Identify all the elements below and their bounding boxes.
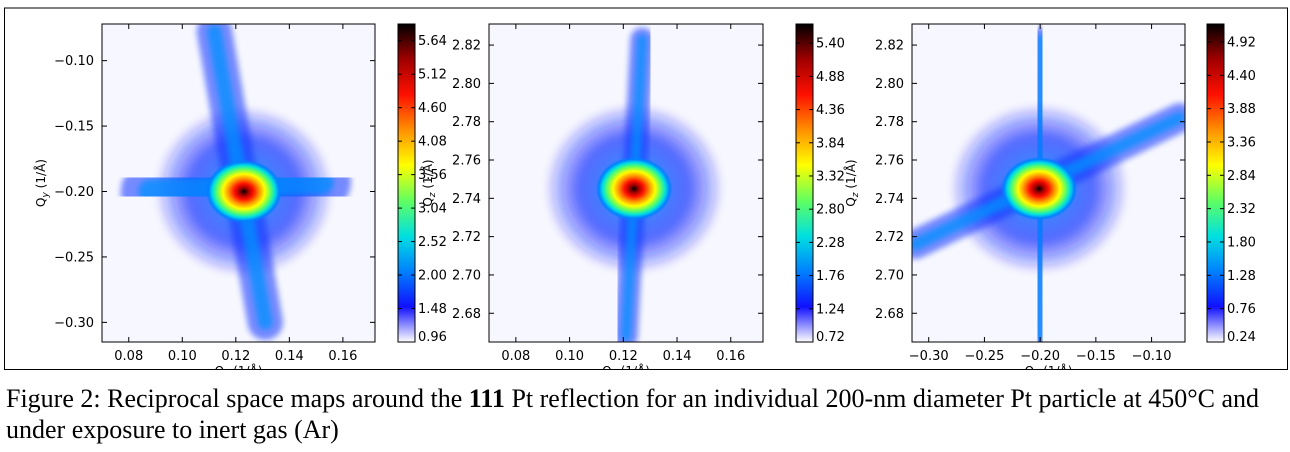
colorbar-tick-label: 5.40 xyxy=(816,37,845,52)
colorbar-tick-label: 3.56 xyxy=(418,168,447,183)
colorbar-tick-label: 4.36 xyxy=(816,103,845,118)
colorbar-tick-label: 0.24 xyxy=(1227,330,1256,345)
intensity-peak xyxy=(1000,156,1078,221)
colorbar-tick-label: 4.92 xyxy=(1227,35,1256,50)
x-tick-label: −0.10 xyxy=(1132,349,1172,364)
y-axis-label: Qz (1/Å) xyxy=(420,159,438,206)
colorbar-tick-label: 2.00 xyxy=(418,269,447,284)
x-axis-label: Qx (1/Å) xyxy=(602,363,650,370)
colorbar-tick-label: 5.12 xyxy=(418,68,447,83)
panel-2: 0.08 0.10 0.12 0.14 0.16 2.68 2.70 2.72 2.74 2.76… xyxy=(420,23,845,381)
y-axis-label: Qz (1/Å) xyxy=(843,159,861,206)
colorbar-tick-label: 1.80 xyxy=(1227,235,1256,250)
x-tick-label: 0.14 xyxy=(663,349,692,364)
colorbar-tick-label: 2.84 xyxy=(1227,169,1256,184)
y-tick-label: 2.72 xyxy=(452,230,481,245)
colorbar-tick-label: 4.60 xyxy=(418,101,447,116)
colorbar-tick-label: 1.76 xyxy=(816,269,845,284)
plot-frame xyxy=(101,23,376,343)
y-tick-label: 2.78 xyxy=(452,115,481,130)
figure: 0.08 0.10 0.12 0.14 0.16 −0.30 −0.25 −0.20 −0.15… xyxy=(4,0,1288,381)
caption-reflection: 111 xyxy=(468,384,505,413)
y-tick-label: 2.76 xyxy=(875,154,904,169)
y-tick-label: 2.80 xyxy=(452,77,481,92)
x-tick-label: 0.12 xyxy=(609,349,638,364)
colorbar-tick-label: 0.96 xyxy=(418,330,447,345)
x-tick-label: −0.15 xyxy=(1076,349,1116,364)
y-tick-label: 2.68 xyxy=(452,307,481,322)
y-tick-label: −0.10 xyxy=(54,54,94,69)
colorbar xyxy=(1206,23,1225,343)
colorbar-tick-label: 2.28 xyxy=(816,236,845,251)
x-axis-label: Qy (1/Å) xyxy=(1025,363,1073,370)
colorbar-tick-label: 5.64 xyxy=(418,34,447,49)
colorbar-tick-label: 1.28 xyxy=(1227,269,1256,284)
y-tick-label: 2.68 xyxy=(875,307,904,322)
x-axis-label: Qx (1/Å) xyxy=(215,363,263,370)
x-tick-label: 0.16 xyxy=(716,349,745,364)
y-tick-label: −0.15 xyxy=(54,120,94,135)
x-tick-label: −0.25 xyxy=(965,349,1005,364)
y-tick-label: 2.82 xyxy=(452,39,481,54)
colorbar-tick-label: 1.48 xyxy=(418,302,447,317)
y-tick-label: 2.70 xyxy=(875,268,904,283)
colorbar xyxy=(397,23,416,343)
colorbar-tick-label: 3.32 xyxy=(816,169,845,184)
colorbar-tick-label: 4.08 xyxy=(418,135,447,150)
x-tick-label: 0.08 xyxy=(501,349,530,364)
y-tick-label: −0.20 xyxy=(54,185,94,200)
colorbar-tick-label: 2.52 xyxy=(418,235,447,250)
x-tick-label: 0.12 xyxy=(221,349,250,364)
figure-caption: Figure 2: Reciprocal space maps around t… xyxy=(6,383,1276,445)
intensity-peak xyxy=(595,156,673,221)
x-tick-label: 0.10 xyxy=(555,349,584,364)
colorbar xyxy=(795,23,814,343)
colorbar-tick-label: 3.84 xyxy=(816,136,845,151)
heatmap-intensity xyxy=(120,24,351,341)
y-tick-label: 2.70 xyxy=(452,268,481,283)
y-tick-label: −0.30 xyxy=(54,316,94,331)
y-axis-label: Qy (1/Å) xyxy=(33,159,51,207)
y-tick-label: 2.74 xyxy=(452,192,481,207)
colorbar-tick-label: 4.40 xyxy=(1227,69,1256,84)
colorbar-tick-label: 3.36 xyxy=(1227,135,1256,150)
x-tick-label: 0.16 xyxy=(328,349,357,364)
x-tick-label: 0.10 xyxy=(168,349,197,364)
colorbar-tick-label: 0.76 xyxy=(1227,302,1256,317)
colorbar-tick-label: 3.04 xyxy=(418,202,447,217)
x-tick-label: 0.14 xyxy=(275,349,304,364)
y-tick-label: 2.74 xyxy=(875,192,904,207)
colorbar-tick-label: 1.24 xyxy=(816,302,845,317)
caption-prefix: Figure 2: Reciprocal space maps around t… xyxy=(6,384,469,413)
colorbar-tick-label: 2.80 xyxy=(816,203,845,218)
y-tick-label: 2.80 xyxy=(875,77,904,92)
panel-1: 0.08 0.10 0.12 0.14 0.16 −0.30 −0.25 −0.20 −0.15… xyxy=(33,23,447,381)
figure-svg: 0.08 0.10 0.12 0.14 0.16 −0.30 −0.25 −0.20 −0.15… xyxy=(4,7,1288,381)
y-tick-label: −0.25 xyxy=(54,250,94,265)
heatmap-intensity xyxy=(543,27,725,342)
y-tick-label: 2.82 xyxy=(875,39,904,54)
y-tick-label: 2.78 xyxy=(875,115,904,130)
y-tick-label: 2.76 xyxy=(452,154,481,169)
colorbar-tick-label: 3.88 xyxy=(1227,102,1256,117)
x-tick-label: 0.08 xyxy=(114,349,143,364)
colorbar-tick-label: 2.32 xyxy=(1227,202,1256,217)
heatmap-intensity xyxy=(912,27,1185,342)
intensity-peak xyxy=(205,159,283,224)
caption-suffix: Pt reflection for an individual 200-nm d… xyxy=(6,384,1260,444)
x-tick-label: −0.30 xyxy=(909,349,949,364)
x-tick-label: −0.20 xyxy=(1020,349,1060,364)
colorbar-tick-label: 0.72 xyxy=(816,330,845,345)
plot-frame xyxy=(911,23,1186,343)
panel-3: −0.30 −0.25 −0.20 −0.15 −0.10 2.68 2.70 2.72 2.7… xyxy=(843,23,1256,381)
colorbar-tick-label: 4.88 xyxy=(816,70,845,85)
plot-frame xyxy=(488,23,764,343)
y-tick-label: 2.72 xyxy=(875,230,904,245)
